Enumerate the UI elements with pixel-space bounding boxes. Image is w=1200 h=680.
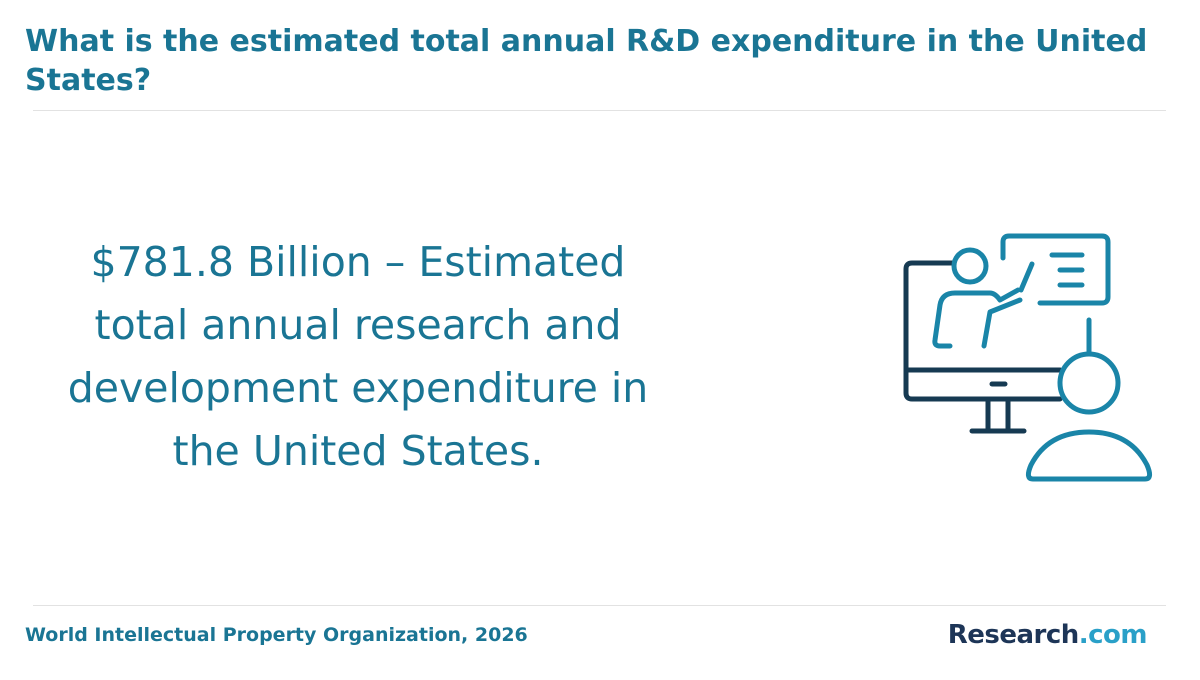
source: World Intellectual Property Organization… [25, 624, 528, 646]
divider [33, 605, 1166, 606]
logo-brand: Research [947, 620, 1080, 650]
title: What is the estimated total annual R&D e… [25, 24, 1148, 98]
divider [33, 110, 1166, 111]
logo-suffix: .com [1078, 620, 1148, 650]
presentation-icon [903, 233, 1153, 482]
statement: $781.8 Billion – Estimated total annual … [67, 238, 649, 475]
logo: Research.com [947, 620, 1148, 650]
